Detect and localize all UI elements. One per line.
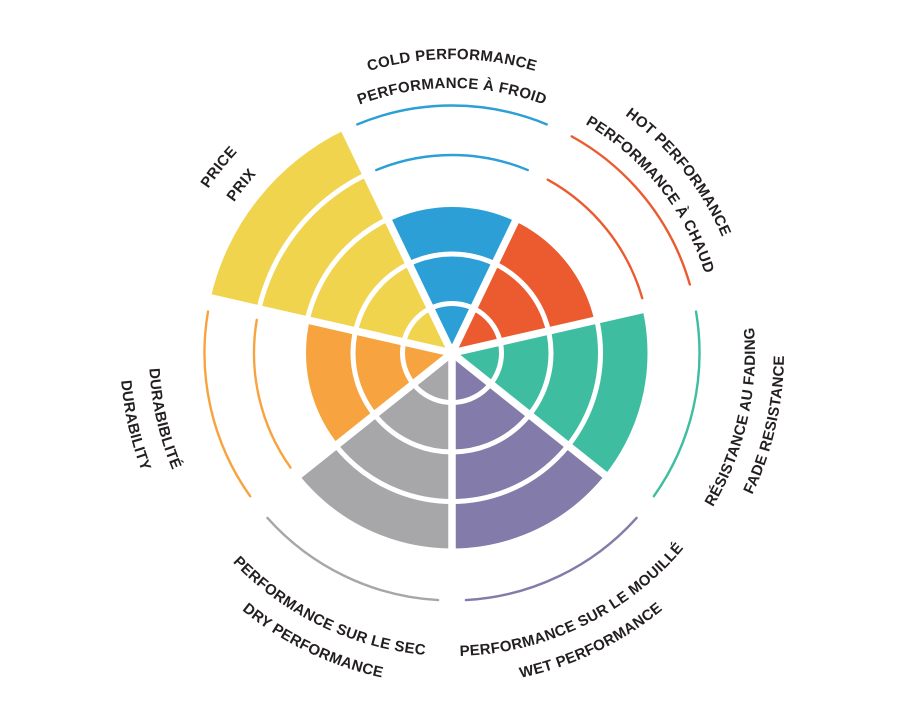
sector-separator xyxy=(338,123,456,355)
ring-arc-wet-5 xyxy=(464,516,638,602)
sector-label-durability-line1: DURABIBLITÉ xyxy=(145,368,184,472)
sector-label-wet-line1: PERFORMANCE SUR LE MOUILLÉ xyxy=(459,539,687,659)
label-text: DURABIBLITÉ xyxy=(145,368,184,472)
sector-label-dry-line1: PERFORMANCE SUR LE SEC xyxy=(230,553,427,659)
label-text: PRIX xyxy=(223,165,259,204)
ring-arc-dry-5 xyxy=(266,516,440,602)
label-text: PERFORMANCE À FROID xyxy=(355,75,549,108)
sector-wedge-durability xyxy=(303,319,452,446)
sector-wedge-wet xyxy=(452,353,607,551)
ring-arc-cold-4 xyxy=(375,153,529,172)
ring-arc-hot-4 xyxy=(546,178,644,300)
sector-separator xyxy=(204,293,453,357)
sector-separator xyxy=(251,350,455,514)
sector-label-cold-line1: COLD PERFORMANCE xyxy=(365,46,539,75)
sector-wedge-dry xyxy=(297,353,452,551)
ring-arc-durability-4 xyxy=(252,318,292,469)
label-text: COLD PERFORMANCE xyxy=(365,46,538,75)
sector-wedge-cold xyxy=(387,204,517,353)
ring-arc-cold-5 xyxy=(356,104,548,126)
sector-wedge-price xyxy=(210,130,452,353)
sector-label-cold-line2: PERFORMANCE À FROID xyxy=(355,75,549,108)
label-text: PERFORMANCE SUR LE MOUILLÉ xyxy=(459,539,686,659)
sector-separator xyxy=(451,293,700,357)
ring-arc-hot-5 xyxy=(570,135,692,286)
sector-label-price-line2: PRIX xyxy=(223,165,259,204)
sector-separator xyxy=(449,350,653,514)
ring-arc-durability-5 xyxy=(203,310,252,498)
label-text: PERFORMANCE SUR LE SEC xyxy=(230,553,427,659)
ring-arc-fade-5 xyxy=(652,310,701,498)
sector-separator xyxy=(448,123,566,355)
